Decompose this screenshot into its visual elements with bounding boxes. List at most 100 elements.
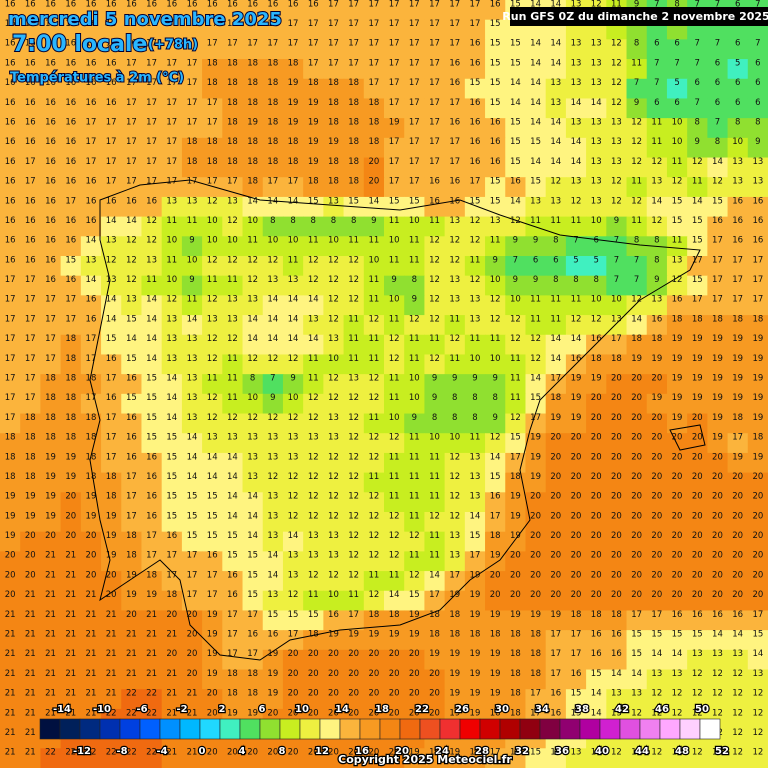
temperature-value: 16 <box>672 295 683 305</box>
temperature-value: 18 <box>187 137 198 147</box>
temperature-value: 15 <box>126 314 137 324</box>
temperature-cell <box>121 512 143 533</box>
temperature-value: 17 <box>429 118 440 128</box>
temperature-value: 11 <box>368 354 379 364</box>
temperature-cell <box>525 354 547 375</box>
temperature-value: 16 <box>65 216 76 226</box>
temperature-cell <box>687 748 708 768</box>
temperature-value: 16 <box>5 157 16 167</box>
temperature-value: 20 <box>267 708 278 718</box>
temperature-cell <box>40 334 62 356</box>
temperature-cell <box>545 492 567 513</box>
temperature-cell <box>707 689 729 710</box>
temperature-value: 16 <box>591 630 602 640</box>
temperature-value: 15 <box>510 0 521 9</box>
temperature-cell <box>687 39 708 60</box>
temperature-cell <box>565 196 587 218</box>
temperature-cell <box>565 295 587 316</box>
temperature-cell <box>60 571 82 592</box>
temperature-value: 20 <box>25 570 36 580</box>
temperature-cell <box>0 708 21 730</box>
temperature-cell <box>80 0 102 21</box>
temperature-cell <box>707 669 729 690</box>
temperature-value: 14 <box>550 118 561 128</box>
temperature-cell <box>222 137 244 159</box>
temperature-cell <box>464 748 486 768</box>
temperature-cell <box>363 0 385 21</box>
temperature-cell <box>161 433 183 454</box>
temperature-value: 17 <box>86 334 97 344</box>
temperature-value: 20 <box>429 669 440 679</box>
temperature-value: 13 <box>470 492 481 502</box>
temperature-value: 12 <box>712 669 723 679</box>
temperature-value: 20 <box>712 570 723 580</box>
temperature-cell <box>101 669 122 690</box>
temperature-cell <box>222 590 244 612</box>
temperature-cell <box>565 551 587 572</box>
temperature-value: 10 <box>672 137 683 147</box>
temperature-value: 18 <box>368 137 379 147</box>
temperature-cell <box>586 177 607 198</box>
temperature-cell <box>565 590 587 612</box>
legend-label: -8 <box>116 746 127 757</box>
temperature-cell <box>626 177 648 198</box>
temperature-cell <box>262 689 284 710</box>
temperature-cell <box>384 295 405 316</box>
temperature-value: 17 <box>146 58 157 68</box>
temperature-value: 12 <box>368 374 379 384</box>
temperature-cell <box>646 177 668 198</box>
temperature-value: 16 <box>126 196 137 206</box>
temperature-value: 17 <box>227 610 238 620</box>
temperature-cell <box>262 216 284 237</box>
temperature-cell <box>0 295 21 316</box>
temperature-value: 17 <box>166 137 177 147</box>
temperature-value: 12 <box>429 354 440 364</box>
temperature-value: 6 <box>735 98 740 108</box>
temperature-cell <box>424 78 446 100</box>
legend-swatch <box>419 718 441 740</box>
temperature-value: 11 <box>348 354 359 364</box>
temperature-cell <box>626 512 648 533</box>
temperature-value: 17 <box>227 39 238 49</box>
temperature-cell <box>485 649 506 671</box>
temperature-cell <box>565 39 587 60</box>
temperature-value: 12 <box>348 433 359 443</box>
temperature-value: 16 <box>86 19 97 29</box>
temperature-value: 20 <box>429 689 440 699</box>
temperature-cell <box>282 748 304 768</box>
temperature-value: 11 <box>409 452 420 462</box>
temperature-cell <box>181 334 203 356</box>
temperature-cell <box>242 748 264 768</box>
temperature-cell <box>727 374 749 395</box>
temperature-cell <box>242 216 264 237</box>
temperature-value: 13 <box>591 137 602 147</box>
temperature-cell <box>242 177 264 198</box>
temperature-value: 14 <box>247 334 258 344</box>
temperature-cell <box>202 98 223 119</box>
temperature-value: 13 <box>207 314 218 324</box>
temperature-cell <box>20 452 42 474</box>
temperature-cell <box>565 472 587 493</box>
temperature-cell <box>727 354 749 375</box>
temperature-value: 18 <box>591 354 602 364</box>
temperature-value: 15 <box>490 78 501 88</box>
temperature-cell <box>202 39 223 60</box>
temperature-value: 11 <box>227 374 238 384</box>
temperature-cell <box>626 39 648 60</box>
temperature-cell <box>363 393 385 415</box>
temperature-cell <box>282 0 304 21</box>
temperature-value: 17 <box>126 157 137 167</box>
temperature-cell <box>60 413 82 434</box>
temperature-value: 19 <box>267 649 278 659</box>
temperature-cell <box>0 610 21 631</box>
temperature-value: 20 <box>227 748 238 758</box>
temperature-cell <box>606 571 628 592</box>
temperature-cell <box>606 630 628 651</box>
temperature-cell <box>565 649 587 671</box>
temperature-value: 14 <box>106 295 117 305</box>
temperature-value: 14 <box>288 531 299 541</box>
temperature-cell <box>222 98 244 119</box>
temperature-cell <box>282 295 304 316</box>
temperature-value: 9 <box>452 374 457 384</box>
